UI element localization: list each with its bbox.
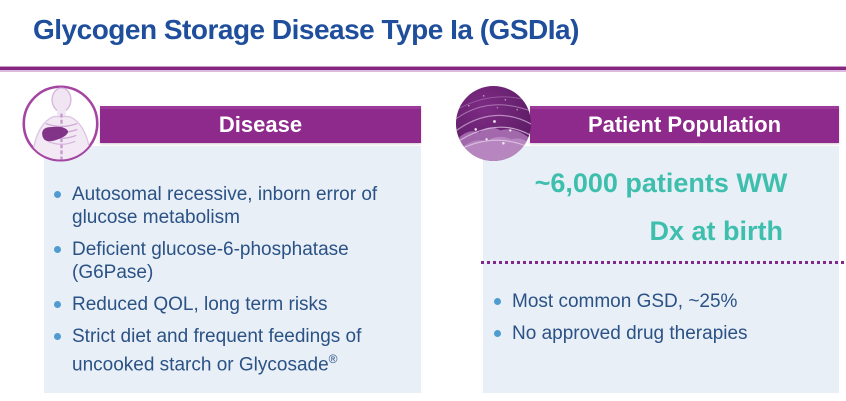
- diagnosis-at-birth-stat: Dx at birth: [649, 216, 783, 246]
- slide-title: Glycogen Storage Disease Type Ia (GSDIa): [33, 14, 579, 45]
- population-bullet-list: Most common GSD, ~25% No approved drug t…: [484, 290, 836, 354]
- bullet-icon: [494, 298, 501, 305]
- title-divider-line: [0, 66, 846, 72]
- globe-network-icon: [454, 84, 533, 163]
- disease-header-label: Disease: [218, 111, 303, 137]
- list-item: Deficient glucose-6-phosphatase (G6Pase): [44, 238, 412, 284]
- list-item: Strict diet and frequent feedings of unc…: [44, 325, 412, 376]
- list-item: Most common GSD, ~25%: [484, 290, 836, 313]
- disease-bullet-list: Autosomal recessive, inborn error of glu…: [44, 183, 412, 385]
- bullet-text: Strict diet and frequent feedings of unc…: [72, 326, 362, 376]
- human-body-liver-icon: [21, 84, 100, 163]
- population-panel-header: Patient Population: [530, 106, 839, 143]
- bullet-icon: [54, 246, 61, 253]
- disease-panel-body: [44, 146, 421, 393]
- registered-trademark-symbol: ®: [328, 352, 338, 366]
- bullet-icon: [494, 330, 501, 337]
- bullet-text: No approved drug therapies: [512, 323, 748, 344]
- list-item: Reduced QOL, long term risks: [44, 293, 412, 316]
- list-item: No approved drug therapies: [484, 322, 836, 345]
- population-panel-body: [483, 146, 839, 393]
- bullet-text: Deficient glucose-6-phosphatase (G6Pase): [72, 239, 349, 283]
- bullet-text: Most common GSD, ~25%: [512, 291, 738, 312]
- bullet-text: Reduced QOL, long term risks: [72, 294, 328, 315]
- patients-worldwide-stat: ~6,000 patients WW: [534, 168, 788, 198]
- population-header-label: Patient Population: [587, 111, 782, 137]
- disease-panel-header: Disease: [100, 106, 421, 143]
- list-item: Autosomal recessive, inborn error of glu…: [44, 183, 412, 229]
- bullet-text: Autosomal recessive, inborn error of glu…: [72, 184, 378, 228]
- bullet-icon: [54, 333, 61, 340]
- dotted-divider-line: [481, 261, 846, 264]
- bullet-icon: [54, 301, 61, 308]
- bullet-icon: [54, 191, 61, 198]
